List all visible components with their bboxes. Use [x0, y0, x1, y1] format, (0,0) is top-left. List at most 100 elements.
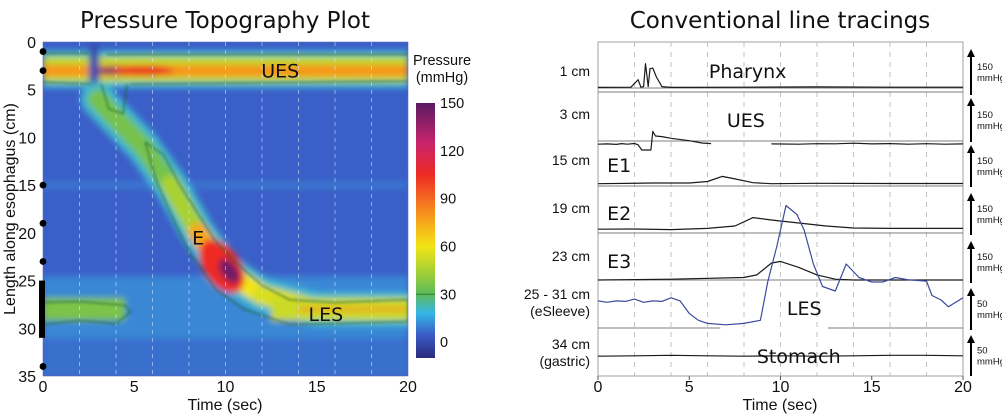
- isobar-peristalsis: [144, 141, 408, 326]
- row-label: 23 cm: [552, 248, 590, 264]
- scale-value: 50: [977, 346, 988, 357]
- chart-title-tracings: Conventional line tracings: [630, 8, 930, 34]
- x-tick-label: 20: [954, 379, 972, 396]
- colorbar-tick-label: 90: [440, 192, 456, 208]
- region-label-e3: E3: [607, 251, 631, 273]
- x-tick-label: 5: [685, 379, 694, 396]
- scale-value: 150: [977, 62, 993, 73]
- row-label-sub: (gastric): [539, 353, 590, 369]
- x-tick-label: 5: [130, 379, 139, 396]
- scale-value: 150: [977, 156, 993, 167]
- y-axis-label-topography: Length along esophagus (cm): [2, 103, 19, 315]
- row-label: 3 cm: [560, 106, 590, 122]
- colorbar: Pressure (mmHg) 150 120 90 60 30 0: [413, 53, 471, 358]
- tracing-line: [598, 204, 963, 326]
- colorbar-tick-label: 150: [440, 96, 464, 112]
- row-label-sub: (eSleeve): [530, 303, 590, 319]
- tracing-line: [598, 63, 963, 89]
- region-label-ues: UES: [261, 61, 299, 83]
- region-label-ues: UES: [727, 110, 765, 132]
- x-tick-label: 10: [772, 379, 790, 396]
- y-tick-label: 30: [18, 321, 36, 338]
- esleeve-marker: [39, 280, 45, 338]
- sensor-marker: [39, 67, 47, 75]
- scale-arrow-icon: [967, 193, 975, 201]
- heatmap: [43, 42, 408, 376]
- scale-value: 50: [977, 299, 988, 310]
- x-tick-label: 0: [594, 379, 603, 396]
- heatmap-frame: [42, 41, 409, 377]
- scale-unit: mmHg: [977, 310, 1002, 321]
- isobar-ues-top: [43, 52, 408, 55]
- y-tick-label: 10: [18, 130, 36, 147]
- sensor-marker: [39, 181, 47, 189]
- sensor-marker: [39, 219, 47, 227]
- tracing-line: [598, 175, 963, 185]
- tracing-line: [598, 130, 712, 151]
- region-label-e2: E2: [607, 203, 631, 225]
- row-label: 34 cm: [552, 336, 590, 352]
- scale-value: 150: [977, 252, 993, 263]
- isobar-les-early: [43, 301, 132, 326]
- wave-segment: [87, 89, 154, 157]
- isobar-ues-bottom: [43, 80, 408, 85]
- x-axis-label-topography: Time (sec): [188, 397, 263, 414]
- region-label-stomach: Stomach: [757, 346, 841, 368]
- colorbar-label-line2: (mmHg): [416, 70, 468, 86]
- tracing-line: [598, 217, 963, 231]
- scale-arrow-icon: [967, 335, 975, 343]
- region-label-e1: E1: [607, 155, 631, 177]
- region-label-pharynx: Pharynx: [709, 61, 786, 83]
- row-label: 1 cm: [560, 63, 590, 79]
- isobar-ues-tail: [100, 83, 128, 115]
- row-label: 15 cm: [552, 152, 590, 168]
- x-tick-label: 15: [308, 379, 326, 396]
- tracing-line: [598, 354, 963, 357]
- scale-unit: mmHg: [977, 73, 1002, 84]
- scale-arrow-icon: [967, 145, 975, 153]
- ues-relaxation: [89, 42, 100, 100]
- tracing-line: [598, 260, 963, 281]
- colorbar-gradient: [416, 103, 435, 358]
- x-tick-label: 0: [39, 379, 48, 396]
- chart-title-topography: Pressure Topography Plot: [80, 8, 370, 34]
- scale-unit: mmHg: [977, 215, 1002, 226]
- scale-value: 150: [977, 110, 993, 121]
- y-tick-label: 25: [18, 274, 36, 291]
- les-band-early: [43, 297, 126, 321]
- colorbar-tick-label: 60: [440, 239, 456, 255]
- scale-unit: mmHg: [977, 167, 1002, 178]
- colorbar-tick-label: 30: [440, 287, 456, 303]
- heatmap-sensor-band: [43, 181, 408, 189]
- row-label: 25 - 31 cm: [524, 286, 590, 302]
- scale-arrow-icon: [967, 98, 975, 106]
- y-tick-label: 20: [18, 226, 36, 243]
- scale-arrow-icon: [967, 288, 975, 296]
- colorbar-tick-label: 120: [440, 144, 464, 160]
- region-label-les: LES: [787, 298, 822, 320]
- wave-peak-core: [218, 258, 240, 284]
- ues-post-swallow: [113, 65, 174, 76]
- les-band-core: [298, 307, 408, 312]
- x-axis-label-tracings: Time (sec): [743, 397, 818, 414]
- y-tick-label: 5: [27, 83, 36, 100]
- line-tracings-panel: Conventional line tracings 1 cm Pharynx 3 …: [524, 8, 1002, 414]
- tracings-frame: [597, 41, 964, 377]
- pressure-topography-panel: Pressure Topography Plot UES E LES 0 5 10 15 2…: [2, 8, 471, 414]
- row-label: 19 cm: [552, 200, 590, 216]
- scale-arrow-icon: [967, 49, 975, 57]
- region-label-les: LES: [309, 304, 344, 326]
- scale-unit: mmHg: [977, 121, 1002, 132]
- sensor-marker: [39, 258, 47, 265]
- x-tick-label: 15: [863, 379, 881, 396]
- scale-unit: mmHg: [977, 263, 1002, 274]
- scale-arrow-icon: [967, 241, 975, 249]
- y-tick-label: 15: [18, 178, 36, 195]
- sensor-marker: [39, 48, 47, 55]
- y-tick-label: 35: [18, 369, 36, 386]
- ues-band-core: [43, 64, 408, 77]
- region-label-e: E: [192, 228, 204, 250]
- colorbar-tick-label: 0: [440, 335, 448, 351]
- scale-value: 150: [977, 204, 993, 215]
